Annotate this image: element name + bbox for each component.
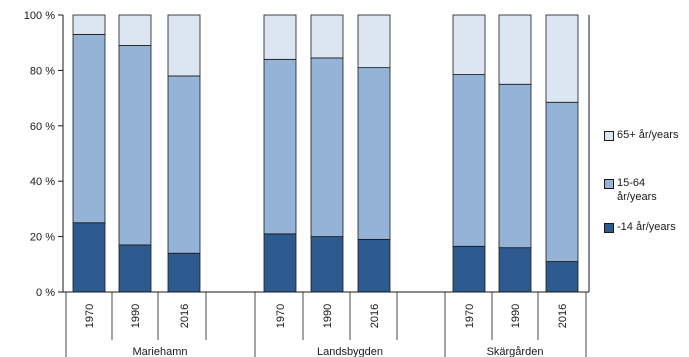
legend-label-65-plus: 65+ år/years: [617, 129, 679, 141]
group-label: Landsbygden: [317, 346, 383, 357]
legend-label-15-64: 15-64 år/years: [617, 177, 657, 203]
x-tick-label: 1990: [322, 304, 334, 328]
bar-segment: [452, 74, 486, 247]
bar-segment: [357, 238, 391, 293]
bar-segment: [72, 14, 106, 35]
x-tick-label: 1990: [510, 304, 522, 328]
bar-segment: [310, 236, 344, 293]
legend: 65+ år/years 15-64 år/years -14 år/years: [604, 0, 689, 357]
bar-segment: [545, 14, 579, 103]
legend-label-0-14: -14 år/years: [617, 221, 676, 233]
x-tick-label: 1990: [130, 304, 142, 328]
bar-segment: [452, 14, 486, 75]
bar-segment: [118, 45, 152, 246]
y-tick-label: 20 %: [30, 232, 55, 244]
y-tick-label: 60 %: [30, 121, 55, 133]
y-tick-label: 0 %: [36, 287, 55, 299]
y-tick-label: 80 %: [30, 65, 55, 77]
bar-segment: [167, 252, 201, 293]
legend-swatch-15-64: [604, 179, 614, 189]
stacked-bar-chart: 0 % 20 % 40 % 60 % 80 % 100 % 1970 1990 2016 1970…: [24, 10, 590, 357]
bar-segment: [310, 57, 344, 237]
bar-segment: [72, 222, 106, 293]
bar-segment: [452, 245, 486, 293]
bar-segment: [263, 14, 297, 60]
bar-segment: [498, 247, 532, 293]
x-tick-label: 2016: [557, 304, 569, 328]
bar-segment: [167, 14, 201, 77]
legend-swatch-0-14: [604, 223, 614, 233]
bar-segment: [167, 75, 201, 254]
x-tick-label: 1970: [275, 304, 287, 328]
legend-item-0-14: -14 år/years: [604, 220, 687, 234]
bar-segment: [357, 67, 391, 240]
legend-item-15-64: 15-64 år/years: [604, 176, 687, 204]
x-tick-label: 1970: [84, 304, 96, 328]
group-label: Skärgården: [487, 346, 544, 357]
bar-segment: [545, 101, 579, 262]
bar-segment: [72, 33, 106, 224]
bar-segment: [498, 83, 532, 249]
legend-swatch-65-plus: [604, 131, 614, 141]
x-tick-label: 2016: [369, 304, 381, 328]
bar-segment: [118, 14, 152, 46]
legend-item-65-plus: 65+ år/years: [604, 128, 687, 142]
bar-segment: [118, 244, 152, 293]
group-label: Mariehamn: [132, 346, 187, 357]
bar-segment: [263, 233, 297, 293]
y-tick-label: 100 %: [24, 10, 55, 22]
bar-segment: [310, 14, 344, 59]
x-tick-label: 1970: [464, 304, 476, 328]
x-tick-label: 2016: [179, 304, 191, 328]
bar-segment: [263, 58, 297, 235]
bar-segment: [498, 14, 532, 85]
bar-segment: [545, 261, 579, 293]
y-tick-label: 40 %: [30, 176, 55, 188]
bar-segment: [357, 14, 391, 69]
